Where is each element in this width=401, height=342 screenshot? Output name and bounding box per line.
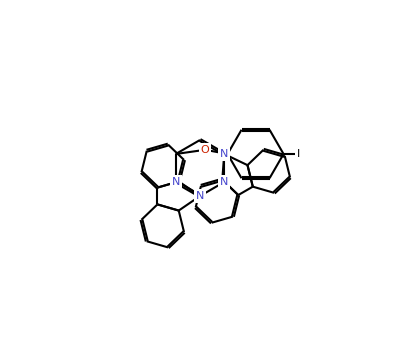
Text: O: O	[201, 145, 210, 155]
Text: N: N	[172, 177, 180, 187]
Text: I: I	[297, 149, 301, 159]
Text: N: N	[220, 177, 229, 187]
Text: N: N	[220, 149, 229, 159]
Text: N: N	[196, 191, 204, 201]
